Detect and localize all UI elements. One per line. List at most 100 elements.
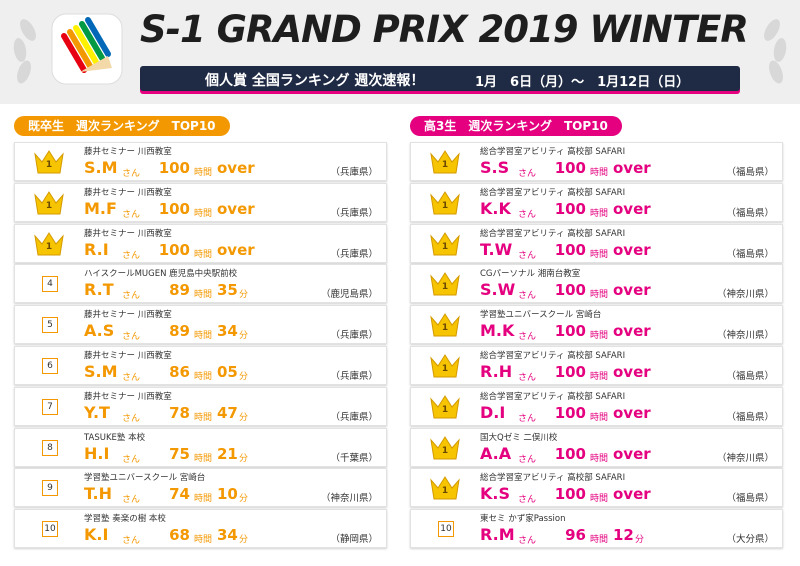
hours: 68 [169, 526, 190, 545]
rank: 1 [441, 200, 449, 211]
minutes-unit: 分 [239, 535, 249, 546]
ranking-row [410, 182, 783, 222]
rank: 5 [42, 317, 58, 334]
prefecture: （兵庫県） [330, 330, 378, 342]
honorific: さん [518, 250, 537, 261]
rank: 8 [42, 439, 58, 456]
ranking-row [410, 386, 783, 426]
minutes: 21 [217, 444, 238, 463]
minutes: 12 [613, 526, 634, 545]
banner [140, 66, 740, 91]
hours: 89 [169, 322, 190, 341]
hours: 100 [554, 159, 586, 177]
school: 総合学習室アビリティ 高校部 SAFARI [480, 351, 626, 361]
ranking-row [14, 468, 387, 508]
hours-unit: 時間 [590, 331, 609, 342]
hours: 100 [554, 403, 586, 422]
minutes-unit: 分 [239, 331, 249, 342]
hours: 86 [169, 363, 190, 381]
over: over [613, 281, 651, 300]
honorific: さん [518, 495, 537, 506]
student-name: S.W [480, 280, 516, 300]
over: over [217, 240, 255, 259]
prefecture: （兵庫県） [330, 207, 378, 219]
hours: 100 [554, 322, 586, 341]
school: 学習塾ユニバースクール 宮崎台 [84, 473, 206, 484]
over: over [613, 199, 651, 218]
minutes: 47 [217, 403, 238, 422]
honorific: さん [122, 209, 141, 220]
hours: 75 [169, 444, 190, 463]
honorific: さん [518, 373, 537, 383]
honorific: さん [518, 169, 537, 179]
ranking-row [14, 182, 387, 222]
honorific: さん [122, 413, 141, 424]
rank: 10 [42, 521, 58, 538]
hours-unit: 時間 [590, 535, 609, 546]
hours-unit: 時間 [194, 208, 213, 219]
rank: 4 [42, 276, 58, 293]
rank: 1 [441, 404, 449, 415]
hours-unit: 時間 [590, 494, 609, 505]
crown [430, 150, 460, 174]
minutes: 10 [217, 485, 238, 504]
prefecture: （千葉県） [330, 452, 378, 464]
school: TASUKE塾 本校 [84, 432, 146, 443]
honorific: さん [122, 250, 141, 261]
prefecture: （神奈川県） [716, 330, 774, 342]
rank: 1 [441, 241, 449, 252]
hours-unit: 時間 [194, 168, 213, 178]
over: over [613, 240, 651, 259]
hours: 100 [554, 240, 586, 259]
hours: 100 [554, 363, 586, 381]
school: 総合学習室アビリティ 高校部 SAFARI [480, 147, 626, 157]
minutes-unit: 分 [239, 412, 249, 423]
rank: 1 [441, 282, 449, 293]
school: 総合学習室アビリティ 高校部 SAFARI [480, 391, 626, 402]
over: over [217, 159, 255, 177]
minutes-unit: 分 [239, 372, 249, 382]
student-name: R.I [84, 239, 109, 259]
student-name: M.F [84, 198, 117, 218]
prefecture: （兵庫県） [330, 371, 378, 382]
hours: 100 [158, 240, 190, 259]
prefecture: （福島県） [726, 207, 774, 219]
school: 学習塾ユニバースクール 宮崎台 [480, 310, 602, 321]
rank: 1 [441, 323, 449, 334]
prefecture: （神奈川県） [716, 289, 774, 301]
ranking-row [410, 427, 783, 467]
hours-unit: 時間 [194, 535, 213, 546]
minutes: 34 [217, 526, 238, 545]
prefecture: （大分県） [726, 534, 774, 546]
title: S-1 GRAND PRIX 2019 WINTER [140, 8, 749, 51]
crown [430, 190, 460, 215]
crown [430, 354, 460, 378]
over: over [613, 403, 651, 422]
school: 藤井セミナー 川西教室 [84, 228, 172, 239]
crown [430, 231, 460, 256]
school: 藤井セミナー 川西教室 [84, 310, 172, 321]
over: over [613, 159, 651, 177]
crown [34, 150, 64, 174]
prefecture: （鹿児島県） [320, 289, 378, 301]
prefecture: （神奈川県） [716, 452, 774, 464]
prefecture: （福島県） [726, 493, 774, 505]
hours: 89 [169, 281, 190, 300]
header-decor [13, 13, 787, 85]
student-name: K.K [480, 198, 511, 218]
student-name: D.I [480, 402, 506, 422]
school: 東セミ かず家Passion [480, 514, 566, 525]
hours-unit: 時間 [194, 453, 213, 464]
prefecture: （福島県） [726, 411, 774, 423]
honorific: さん [122, 536, 141, 547]
banner-text: 個人賞 全国ランキング 週次速報！ [205, 73, 425, 89]
hours: 100 [554, 281, 586, 300]
student-name: T.H [84, 484, 112, 504]
honorific: さん [518, 209, 537, 220]
hours-unit: 時間 [590, 249, 609, 260]
student-name: M.K [480, 321, 515, 341]
section-label: 高3生 週次ランキング TOP10 [410, 116, 622, 136]
student-name: A.S [84, 321, 115, 341]
minutes: 34 [217, 322, 238, 341]
rank: 1 [441, 364, 449, 374]
